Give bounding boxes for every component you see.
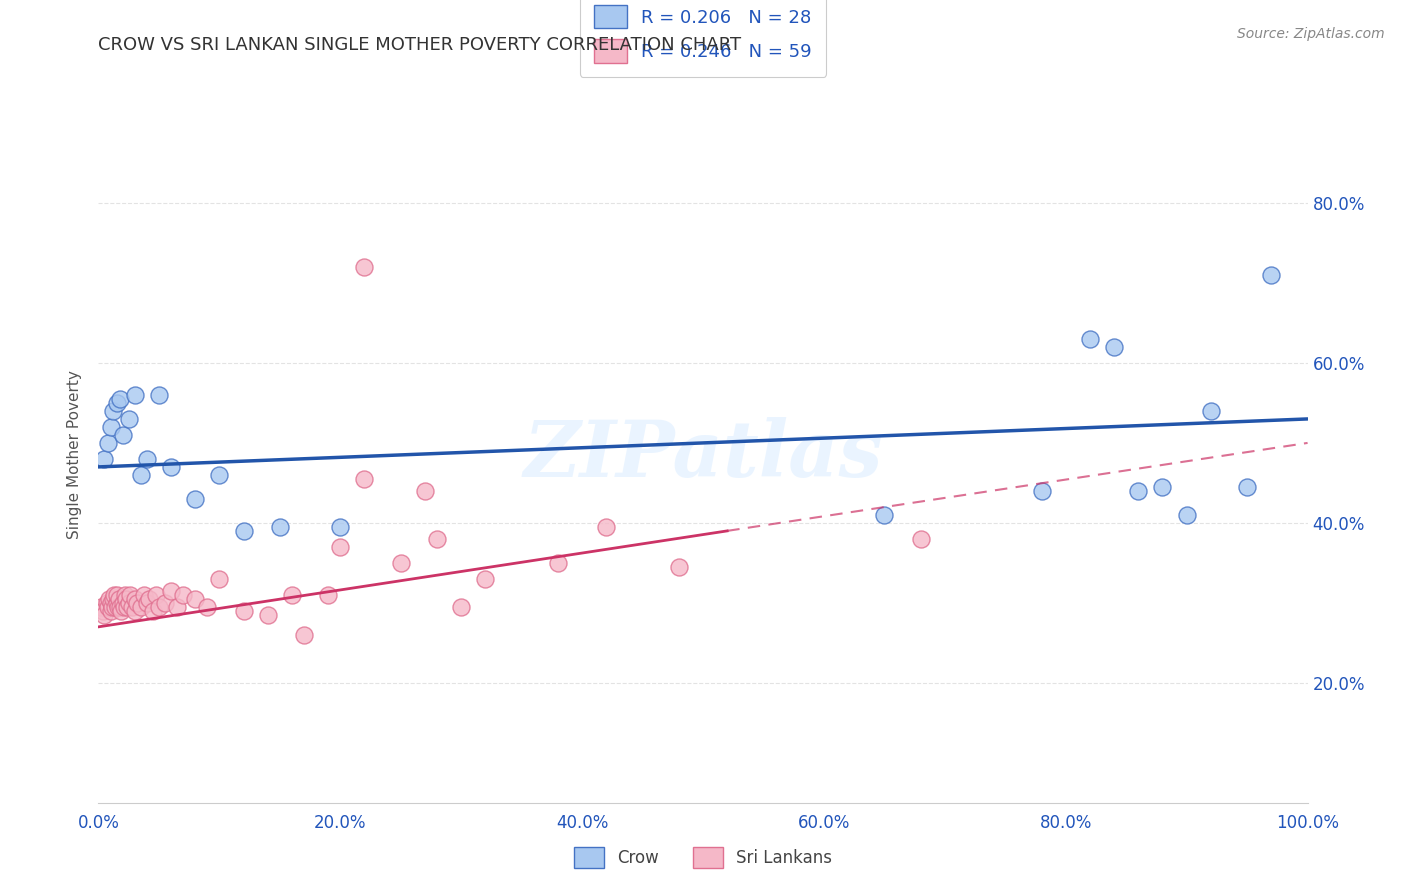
Point [98, 591, 121, 606]
Point [114, 588, 136, 602]
Point [93, 607, 115, 622]
Y-axis label: Single Mother Poverty: Single Mother Poverty [67, 370, 83, 540]
Point [148, 599, 170, 614]
Point [101, 404, 124, 418]
Point [135, 596, 157, 610]
Point [104, 599, 127, 614]
Point [353, 260, 375, 274]
Point [108, 392, 131, 406]
Point [450, 599, 472, 614]
Point [127, 596, 149, 610]
Point [232, 524, 254, 538]
Text: CROW VS SRI LANKAN SINGLE MOTHER POVERTY CORRELATION CHART: CROW VS SRI LANKAN SINGLE MOTHER POVERTY… [98, 36, 741, 54]
Point [160, 583, 183, 598]
Point [105, 588, 128, 602]
Point [90, 599, 112, 614]
Point [208, 572, 231, 586]
Point [129, 467, 152, 482]
Point [124, 388, 146, 402]
Point [269, 520, 291, 534]
Point [110, 604, 132, 618]
Point [426, 532, 449, 546]
Point [100, 596, 122, 610]
Point [172, 588, 194, 602]
Point [107, 599, 129, 614]
Point [118, 596, 141, 610]
Point [138, 591, 160, 606]
Point [124, 604, 146, 618]
Point [145, 588, 167, 602]
Point [329, 520, 352, 534]
Point [112, 599, 135, 614]
Text: Source: ZipAtlas.com: Source: ZipAtlas.com [1237, 27, 1385, 41]
Point [101, 591, 124, 606]
Point [91, 604, 114, 618]
Point [97, 599, 120, 614]
Point [910, 532, 932, 546]
Point [184, 491, 207, 506]
Legend: R = 0.206   N = 28, R = 0.246   N = 59: R = 0.206 N = 28, R = 0.246 N = 59 [579, 0, 827, 77]
Point [135, 451, 157, 466]
Point [118, 588, 141, 602]
Point [105, 596, 128, 610]
Point [100, 599, 122, 614]
Point [232, 604, 254, 618]
Point [108, 599, 131, 614]
Point [111, 428, 134, 442]
Point [115, 591, 138, 606]
Point [1102, 340, 1125, 354]
Point [105, 396, 128, 410]
Point [117, 599, 139, 614]
Point [547, 556, 569, 570]
Point [93, 451, 115, 466]
Point [1128, 483, 1150, 498]
Point [160, 459, 183, 474]
Point [595, 520, 617, 534]
Point [153, 596, 176, 610]
Point [208, 467, 231, 482]
Point [134, 588, 156, 602]
Point [1236, 480, 1258, 494]
Point [118, 412, 141, 426]
Point [166, 599, 188, 614]
Point [195, 599, 218, 614]
Point [129, 599, 152, 614]
Point [316, 588, 339, 602]
Point [108, 591, 131, 606]
Point [1152, 480, 1174, 494]
Point [142, 604, 165, 618]
Point [96, 596, 118, 610]
Point [668, 560, 690, 574]
Point [148, 388, 170, 402]
Point [1260, 268, 1282, 282]
Point [111, 596, 134, 610]
Point [413, 483, 436, 498]
Point [873, 508, 896, 522]
Point [100, 604, 122, 618]
Point [97, 436, 120, 450]
Point [124, 591, 146, 606]
Point [1078, 332, 1101, 346]
Point [281, 588, 304, 602]
Point [474, 572, 496, 586]
Point [103, 588, 125, 602]
Point [184, 591, 207, 606]
Point [329, 540, 352, 554]
Point [256, 607, 278, 622]
Point [292, 628, 315, 642]
Point [121, 599, 143, 614]
Legend: Crow, Sri Lankans: Crow, Sri Lankans [568, 840, 838, 875]
Text: ZIPatlas: ZIPatlas [523, 417, 883, 493]
Point [1175, 508, 1198, 522]
Point [353, 472, 375, 486]
Point [389, 556, 412, 570]
Point [1031, 483, 1053, 498]
Point [1199, 404, 1222, 418]
Point [100, 420, 122, 434]
